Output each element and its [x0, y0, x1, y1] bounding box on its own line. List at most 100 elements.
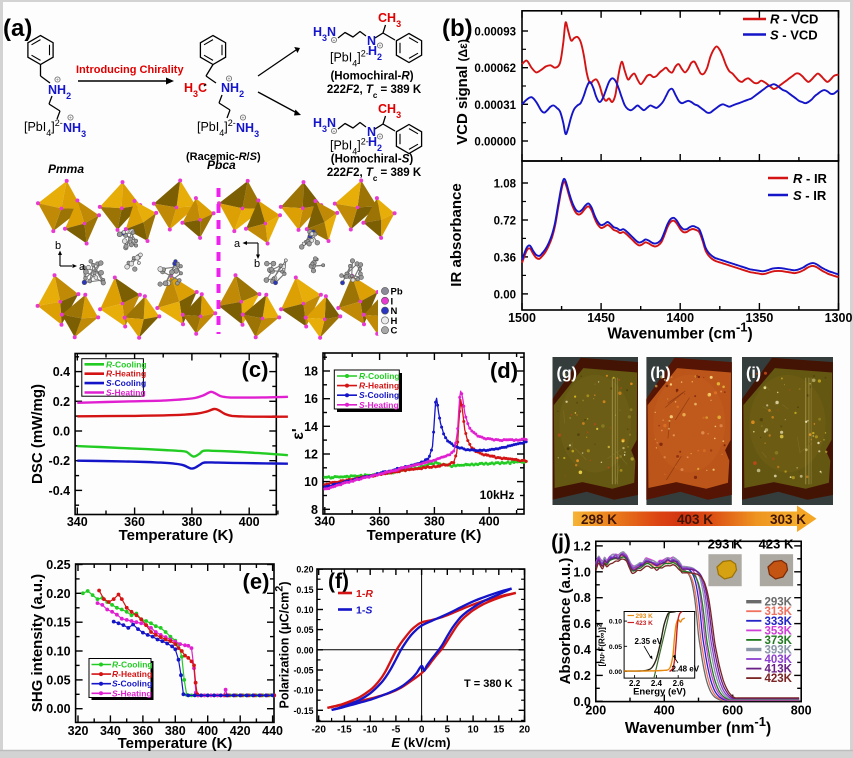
svg-text:15: 15	[493, 724, 505, 735]
svg-text:-0.4: -0.4	[49, 484, 71, 498]
svg-text:-20: -20	[311, 724, 326, 735]
svg-text:Temperature (K): Temperature (K)	[367, 527, 482, 544]
svg-text:S - IR: S - IR	[793, 188, 827, 203]
svg-text:0.10: 0.10	[46, 645, 70, 659]
svg-text:-10: -10	[363, 724, 378, 735]
svg-text:H3C: H3C	[184, 81, 207, 99]
svg-text:2.2: 2.2	[629, 679, 641, 688]
svg-text:+: +	[69, 116, 72, 122]
svg-text:2.35 eV: 2.35 eV	[635, 637, 663, 646]
svg-text:N: N	[391, 306, 398, 317]
svg-text:(h): (h)	[650, 365, 670, 382]
svg-text:0.10: 0.10	[296, 605, 313, 615]
svg-text:423 K: 423 K	[636, 620, 654, 627]
svg-text:1-R: 1-R	[356, 588, 373, 600]
svg-text:2.4: 2.4	[651, 679, 663, 688]
svg-text:(d): (d)	[490, 358, 518, 383]
svg-text:Wavenumber (cm-1): Wavenumber (cm-1)	[607, 319, 752, 343]
svg-text:[hυ·F(R∞)]2: [hυ·F(R∞)]2	[596, 623, 607, 666]
svg-text:[PbI4]2-: [PbI4]2-	[24, 118, 63, 138]
svg-text:0.20: 0.20	[296, 565, 313, 575]
svg-text:(f): (f)	[328, 570, 349, 593]
svg-text:Absorbance (a.u.): Absorbance (a.u.)	[557, 558, 574, 685]
svg-text:ε': ε'	[290, 428, 307, 439]
svg-text:R - VCD: R - VCD	[770, 12, 818, 27]
svg-text:0.00031: 0.00031	[474, 100, 516, 112]
svg-text:[PbI4]2-: [PbI4]2-	[330, 49, 369, 69]
svg-text:10kHz: 10kHz	[480, 488, 515, 502]
svg-text:2.48 eV: 2.48 eV	[672, 665, 700, 674]
svg-text:N: N	[367, 34, 376, 48]
svg-text:0.05: 0.05	[609, 644, 622, 651]
svg-text:360: 360	[369, 515, 390, 529]
svg-text:360: 360	[132, 724, 153, 738]
svg-text:S-Cooling: S-Cooling	[106, 378, 146, 388]
svg-text:380: 380	[165, 724, 186, 738]
svg-text:340: 340	[314, 515, 335, 529]
svg-text:340: 340	[100, 724, 121, 738]
svg-text:+: +	[333, 38, 336, 44]
svg-text:S-Heating: S-Heating	[359, 400, 399, 410]
svg-text:NH3: NH3	[236, 121, 259, 139]
svg-text:0.4: 0.4	[573, 643, 590, 657]
svg-text:0.00: 0.00	[46, 702, 70, 716]
svg-text:S-Cooling: S-Cooling	[359, 390, 399, 400]
svg-text:Energy (eV): Energy (eV)	[633, 687, 686, 698]
svg-text:0.0: 0.0	[53, 425, 70, 439]
svg-text:1400: 1400	[666, 311, 694, 325]
svg-text:+: +	[242, 116, 245, 122]
svg-text:-5: -5	[391, 724, 400, 735]
svg-text:222F2, Tc = 389 K: 222F2, Tc = 389 K	[327, 167, 422, 183]
svg-text:(c): (c)	[242, 357, 269, 382]
svg-text:b: b	[254, 258, 260, 270]
svg-text:1300: 1300	[825, 311, 853, 325]
svg-text:0.05: 0.05	[46, 673, 70, 687]
svg-text:-0.05: -0.05	[293, 666, 313, 676]
svg-text:293K: 293K	[765, 597, 793, 609]
svg-text:Temperature (K): Temperature (K)	[118, 735, 233, 752]
svg-text:b: b	[55, 240, 61, 252]
svg-text:R - IR: R - IR	[793, 171, 828, 186]
svg-text:222F2, Tc = 389 K: 222F2, Tc = 389 K	[327, 84, 422, 100]
svg-text:293 K: 293 K	[636, 613, 654, 620]
svg-text:12: 12	[304, 448, 318, 462]
svg-text:CH3: CH3	[378, 11, 401, 29]
svg-text:440: 440	[262, 724, 283, 738]
svg-text:0.00: 0.00	[609, 669, 622, 676]
svg-text:423K: 423K	[765, 673, 793, 685]
svg-text:[PbI4]2-: [PbI4]2-	[197, 118, 236, 138]
svg-text:R-Cooling: R-Cooling	[359, 371, 400, 381]
svg-text:(b): (b)	[442, 15, 473, 42]
svg-text:S - VCD: S - VCD	[770, 28, 818, 43]
svg-text:H3N: H3N	[313, 25, 336, 43]
svg-text:H: H	[391, 316, 398, 327]
svg-text:+: +	[56, 78, 59, 84]
svg-text:(g): (g)	[557, 365, 577, 382]
svg-text:S-Heating: S-Heating	[106, 388, 146, 398]
svg-text:373K: 373K	[765, 635, 793, 647]
svg-text:Temperature (K): Temperature (K)	[119, 527, 234, 544]
svg-text:E (kV/cm): E (kV/cm)	[391, 735, 450, 750]
svg-text:10: 10	[468, 724, 480, 735]
svg-text:14: 14	[304, 420, 318, 434]
svg-text:DSC (mW/mg): DSC (mW/mg)	[29, 384, 46, 484]
svg-text:a: a	[79, 261, 86, 273]
svg-text:403K: 403K	[765, 654, 793, 666]
svg-text:Wavenumber (nm-1): Wavenumber (nm-1)	[625, 714, 771, 738]
svg-text:[PbI4]2-: [PbI4]2-	[330, 137, 369, 157]
svg-text:0.15: 0.15	[46, 616, 70, 630]
svg-text:420: 420	[230, 724, 251, 738]
svg-text:313K: 313K	[765, 606, 793, 618]
svg-text:20: 20	[519, 724, 531, 735]
svg-text:333K: 333K	[765, 616, 793, 628]
svg-text:0.15: 0.15	[296, 585, 313, 595]
svg-text:R-Heating: R-Heating	[112, 669, 152, 679]
svg-text:VCD signal (Δε): VCD signal (Δε)	[454, 39, 471, 145]
svg-text:0.2: 0.2	[573, 669, 590, 683]
svg-text:(Racemic-R/S): (Racemic-R/S)	[186, 151, 261, 163]
svg-text:353K: 353K	[765, 625, 793, 637]
svg-text:1500: 1500	[508, 311, 536, 325]
svg-text:600: 600	[722, 704, 743, 718]
svg-text:+: +	[379, 135, 382, 141]
svg-text:380: 380	[181, 515, 202, 529]
